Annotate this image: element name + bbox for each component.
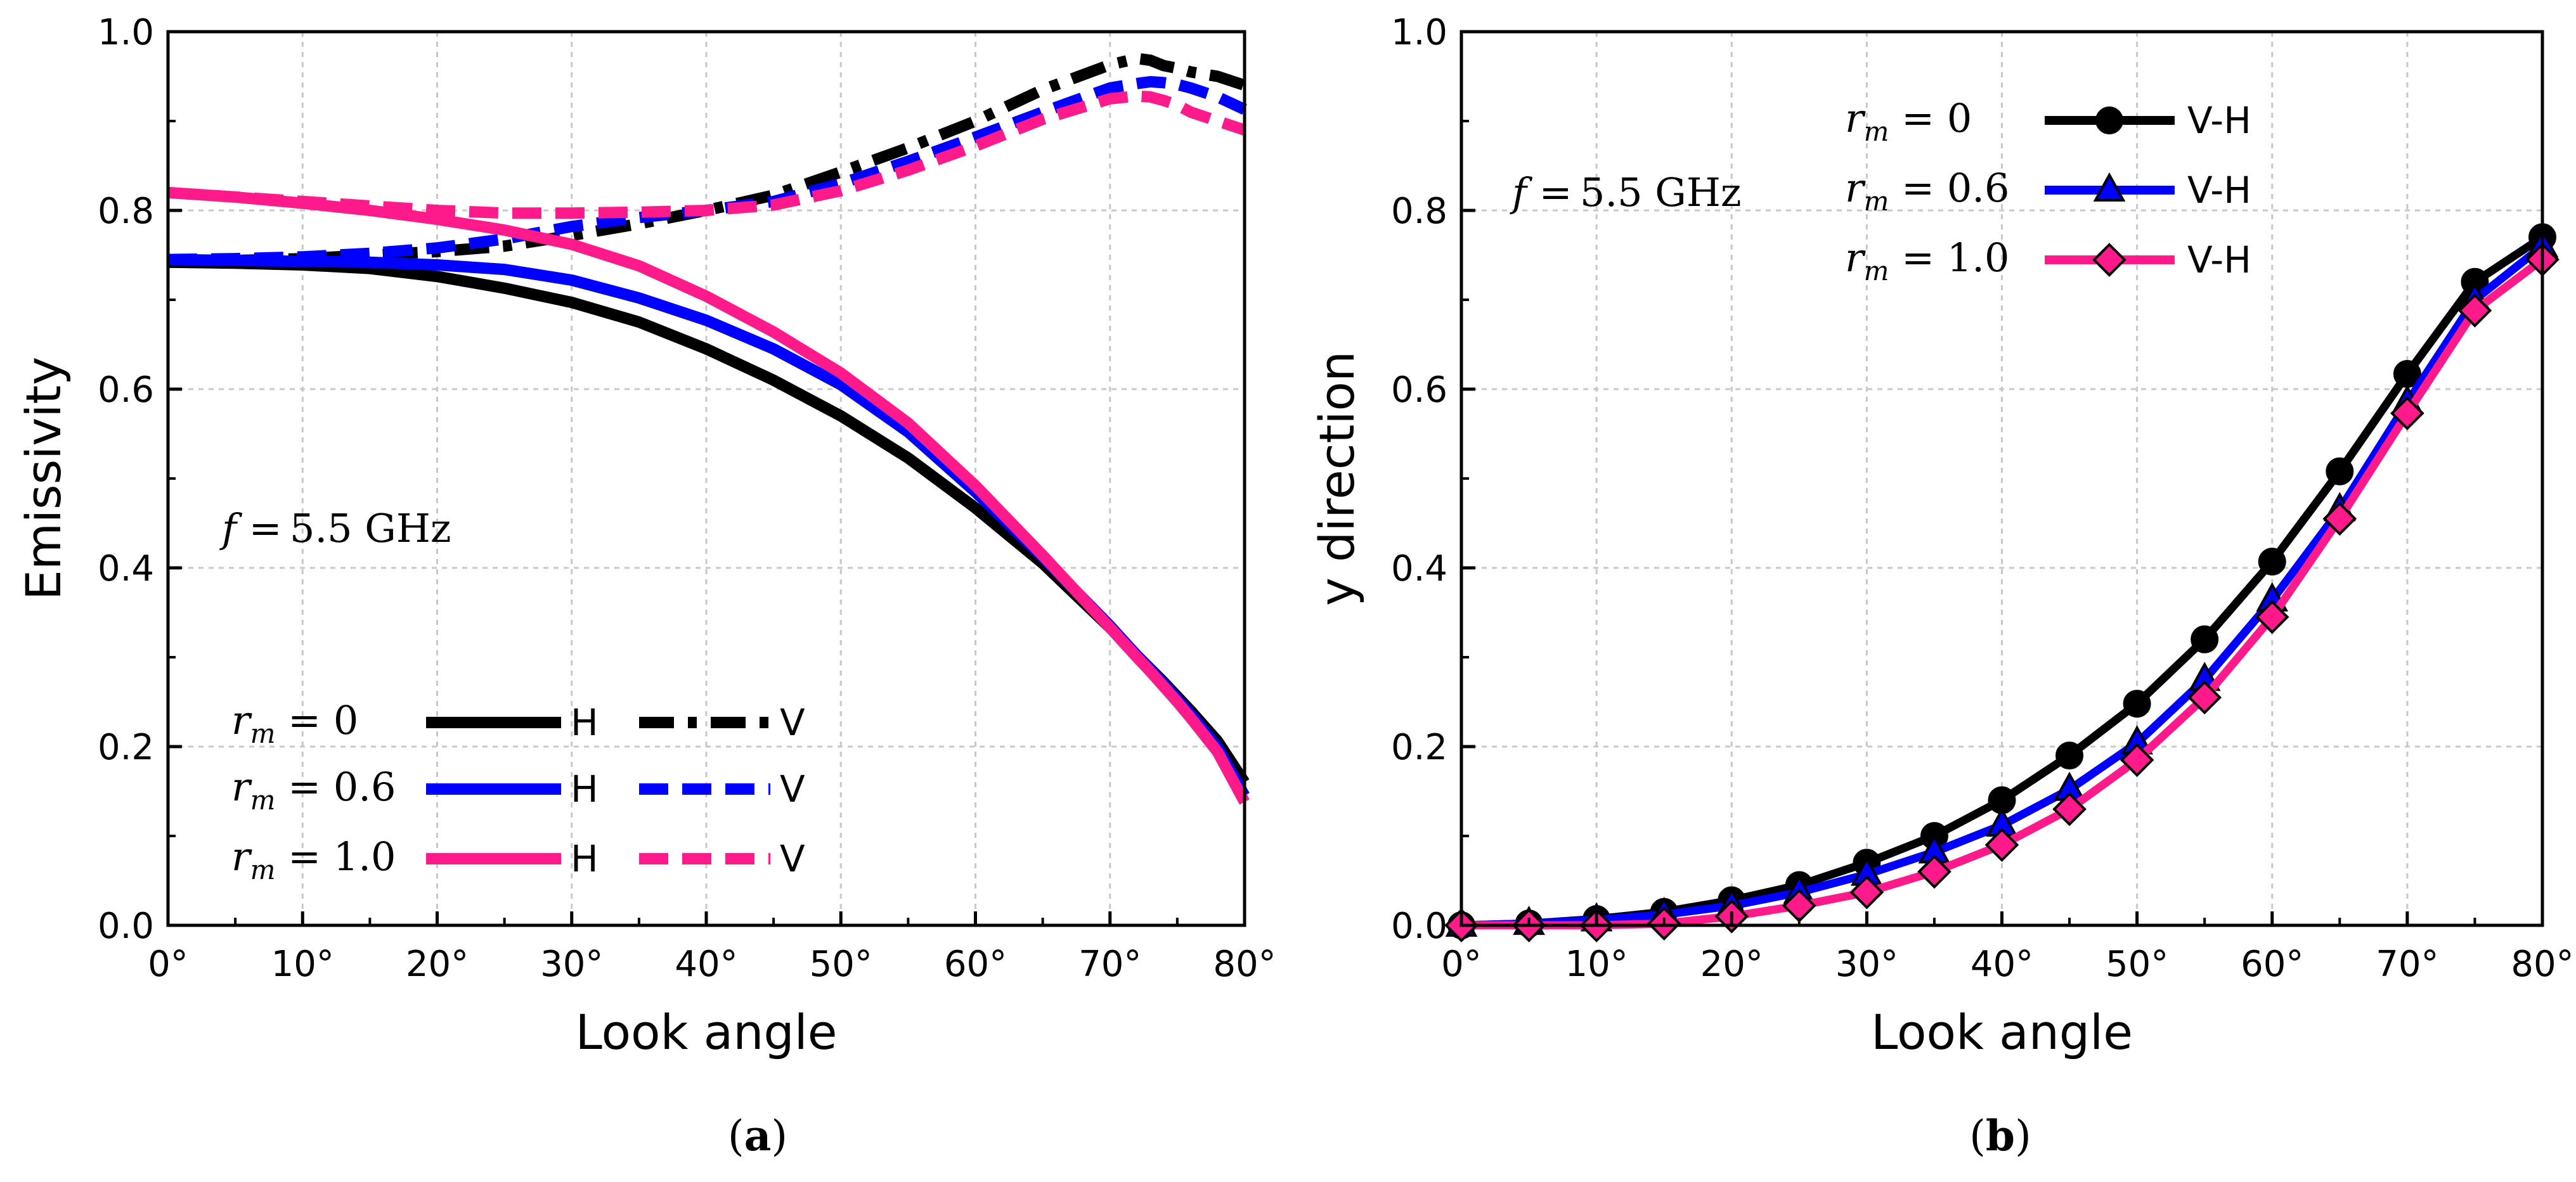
x-tick-label: 50° [810, 944, 872, 985]
data-point-marker [1849, 875, 1884, 909]
x-tick-label: 50° [2106, 944, 2168, 985]
x-tick-label: 10° [271, 944, 334, 985]
data-point-marker [2055, 742, 2084, 770]
data-point-marker [2191, 625, 2219, 653]
legend-label: V-H [2187, 99, 2251, 142]
legend-label-v: V [780, 768, 805, 811]
data-point-marker [1917, 854, 1951, 889]
panel-a-emissivity-chart: 0° 10° 20° 30° 40° 50° 60° 70° 80° 0.0 0.2 0.4 0.6 0.… [15, 12, 1276, 1160]
data-point-marker [2187, 680, 2222, 715]
data-point-marker [1984, 828, 2019, 862]
x-tick-label: 70° [1078, 944, 1141, 985]
legend-rm-label: rm = 1.0 [1845, 234, 2009, 286]
legend-marker [2093, 172, 2126, 202]
y-tick-label: 1.0 [1391, 12, 1447, 53]
y-tick-label: 0.4 [98, 548, 154, 589]
legend-label: V-H [2187, 169, 2251, 212]
panel-label: (b) [1969, 1111, 2031, 1160]
x-tick-label: 20° [406, 944, 469, 985]
x-tick-label: 0° [1441, 944, 1482, 985]
panel-label: (a) [728, 1111, 787, 1160]
x-tick-label: 20° [1700, 944, 1763, 985]
legend-marker [2095, 106, 2123, 134]
x-tick-label: 70° [2376, 944, 2438, 985]
panel-b-y-direction-chart: 0° 10° 20° 30° 40° 50° 60° 70° 80° 0.0 0.2 0.4 0.6 0.… [1309, 12, 2574, 1160]
legend-rm-label: rm = 0.6 [231, 764, 396, 816]
legend-marker [2092, 243, 2126, 277]
data-point-marker [2120, 743, 2154, 777]
legend-rm-label: rm = 0 [231, 697, 358, 749]
x-tick-label: 60° [944, 944, 1007, 985]
series-line-v-rm-1 [167, 53, 1246, 268]
data-point-marker [2255, 600, 2289, 634]
legend-label-v: V [780, 837, 805, 880]
x-tick-label: 0° [148, 944, 188, 985]
y-tick-label: 0.2 [1391, 727, 1447, 768]
data-point-marker [2258, 548, 2286, 576]
x-axis-label: Look angle [575, 1004, 837, 1060]
x-tick-label: 40° [1971, 944, 2033, 985]
legend-label-h: H [571, 837, 599, 880]
data-point-marker [2052, 792, 2087, 826]
y-tick-label: 0.6 [98, 369, 154, 411]
legend-label-h: H [571, 768, 599, 811]
data-point-marker [2326, 457, 2354, 485]
legend-label: V-H [2187, 238, 2251, 281]
legend-label-v: V [780, 701, 805, 744]
series-line-v-rm-3 [167, 76, 1247, 266]
data-point-marker [2457, 293, 2492, 328]
x-tick-label: 60° [2241, 944, 2303, 985]
legend-rm-label: rm = 1.0 [231, 833, 396, 885]
data-point-marker [2322, 501, 2357, 536]
y-axis-label: Emissivity [15, 357, 72, 600]
data-point-marker [2123, 690, 2151, 718]
legend-label-h: H [571, 701, 599, 744]
legend-rm-label: rm = 0 [1845, 95, 1972, 147]
y-tick-label: 0.0 [98, 906, 154, 947]
y-axis-label: y direction [1309, 351, 1365, 606]
legend-rm-label: rm = 0.6 [1845, 165, 2009, 217]
x-tick-label: 30° [540, 944, 603, 985]
y-tick-label: 1.0 [98, 12, 154, 53]
x-tick-label: 30° [1835, 944, 1898, 985]
x-tick-label: 80° [2511, 944, 2573, 985]
x-tick-label: 80° [1213, 944, 1276, 985]
x-axis-label: Look angle [1871, 1004, 2133, 1060]
series-line-h-rm-4 [167, 186, 1250, 805]
y-tick-label: 0.6 [1391, 369, 1447, 411]
frequency-annotation: f = 5.5 GHz [1510, 169, 1742, 215]
y-tick-label: 0.0 [1391, 906, 1447, 947]
series-line-v-rm-5 [167, 90, 1246, 219]
y-tick-label: 0.4 [1391, 548, 1447, 589]
x-tick-label: 10° [1565, 944, 1628, 985]
y-tick-label: 0.2 [98, 727, 154, 768]
data-point-marker [2390, 396, 2424, 430]
x-tick-label: 40° [675, 944, 737, 985]
y-tick-label: 0.8 [98, 191, 154, 232]
y-tick-label: 0.8 [1391, 191, 1447, 232]
frequency-annotation: f = 5.5 GHz [219, 505, 451, 551]
